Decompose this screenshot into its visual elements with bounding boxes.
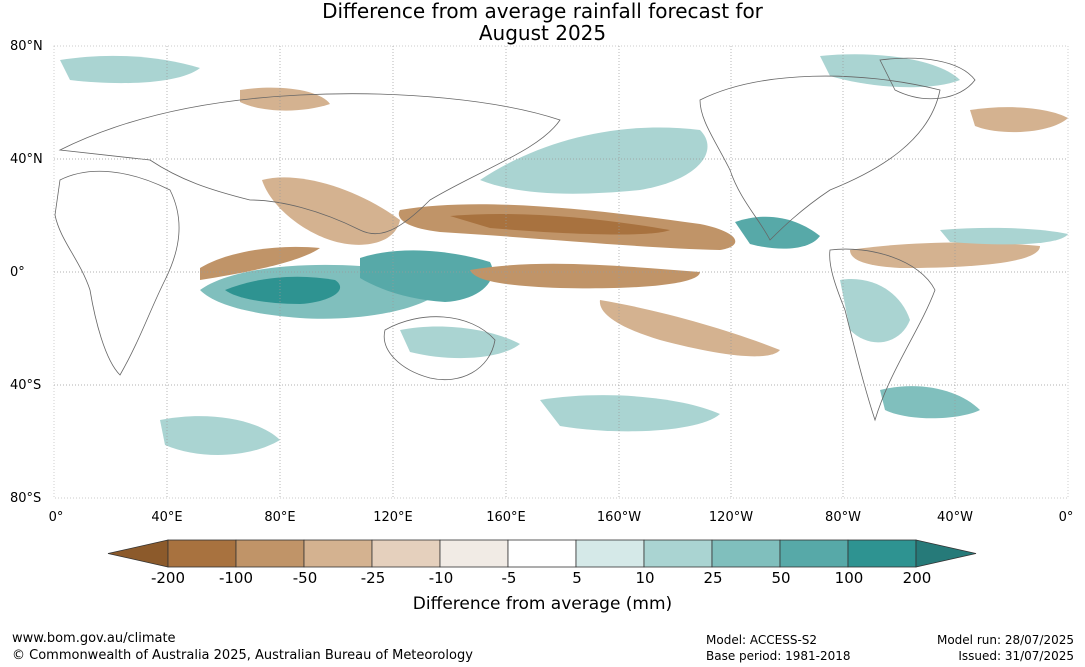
wet-anomaly-southern-pacific (540, 395, 720, 432)
map-title-line2: August 2025 (478, 21, 607, 45)
colorbar-segment (507, 539, 577, 568)
footer-base-period: Base period: 1981-2018 (706, 649, 851, 663)
greenland-coastline (879, 57, 976, 100)
colorbar-segment (303, 539, 373, 568)
lon-label-120w: 120°W (708, 510, 754, 525)
colorbar-tick: 50 (771, 569, 791, 587)
footer-url: www.bom.gov.au/climate (12, 631, 176, 646)
colorbar-tick: 10 (635, 569, 655, 587)
colorbar-tick: 5 (572, 569, 582, 587)
dry-anomaly-south-pacific (599, 300, 780, 357)
colorbar-tick: 200 (902, 569, 932, 587)
colorbar-tick: -50 (292, 569, 318, 587)
colorbar-extend-high (915, 539, 977, 568)
colorbar-title: Difference from average (mm) (412, 594, 673, 614)
colorbar-segment (575, 539, 645, 568)
colorbar-tick: 25 (703, 569, 723, 587)
south-america-coastline (829, 248, 936, 422)
coastlines (54, 57, 976, 422)
map-title-line1: Difference from average rainfall forecas… (322, 0, 763, 23)
wet-anomaly-atlantic-north (940, 227, 1068, 245)
colorbar-segment (167, 539, 237, 568)
colorbar-tick: -5 (501, 569, 517, 587)
lon-label-0: 0° (48, 510, 64, 525)
colorbar-segment (643, 539, 713, 568)
colorbar-segment (711, 539, 781, 568)
colorbar-tick: -25 (360, 569, 386, 587)
colorbar-segment (847, 539, 917, 568)
wet-anomaly-north-pacific (480, 127, 708, 194)
lat-label-40n: 40°N (10, 152, 43, 167)
dry-anomaly-west-indian (200, 246, 320, 280)
colorbar-tick: 100 (834, 569, 864, 587)
africa-coastline (54, 170, 180, 376)
north-america-coastline (699, 75, 941, 241)
colorbar-segment (779, 539, 849, 568)
footer-issued: Issued: 31/07/2025 (958, 649, 1074, 663)
lat-label-80n: 80°N (10, 39, 43, 54)
colorbar-tick: -100 (218, 569, 254, 587)
lon-label-0-east: 0° (1058, 510, 1074, 525)
lat-label-0: 0° (10, 265, 25, 280)
footer-model: Model: ACCESS-S2 (706, 633, 818, 647)
dry-anomaly-siberia (240, 87, 330, 111)
footer-copyright: © Commonwealth of Australia 2025, Austra… (12, 648, 473, 663)
lon-label-80e: 80°E (264, 510, 296, 525)
dry-anomaly-north-pacific-core (450, 213, 670, 235)
lon-label-160w: 160°W (596, 510, 642, 525)
lat-label-40s: 40°S (10, 378, 42, 393)
lat-label-80s: 80°S (10, 491, 42, 506)
dry-anomaly-equatorial-pacific (470, 263, 700, 289)
colorbar-segment (439, 539, 509, 568)
graticule (54, 46, 1068, 498)
footer-model-run: Model run: 28/07/2025 (936, 633, 1074, 647)
lon-label-80w: 80°W (825, 510, 861, 525)
lon-label-40e: 40°E (151, 510, 183, 525)
wet-anomaly-arctic-west (60, 55, 200, 84)
australia-coastline (383, 316, 496, 381)
colorbar-segment (235, 539, 305, 568)
wet-anomaly-arctic-east (820, 54, 960, 88)
wet-anomaly-australia-south (400, 326, 520, 359)
colorbar-segment (371, 539, 441, 568)
colorbar-tick: -200 (150, 569, 186, 587)
wet-anomaly-indian-ocean-core (225, 276, 341, 304)
lon-label-40w: 40°W (937, 510, 973, 525)
wet-anomaly-south-america (840, 279, 910, 343)
colorbar (107, 539, 977, 568)
lon-label-160e: 160°E (486, 510, 526, 525)
dry-anomaly-north-atlantic (970, 107, 1068, 133)
dry-anomaly-atlantic (850, 242, 1040, 268)
dry-anomaly-south-asia (262, 177, 400, 245)
eurasia-coastline (58, 93, 561, 235)
wet-anomaly-southern-indian (160, 416, 280, 456)
colorbar-extend-low (107, 539, 169, 568)
colorbar-tick: -10 (428, 569, 454, 587)
lon-label-120e: 120°E (373, 510, 413, 525)
